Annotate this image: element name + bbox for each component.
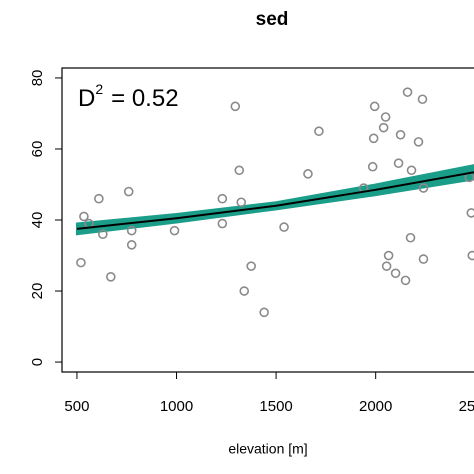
point bbox=[303, 169, 313, 179]
x-tick-label: 2000 bbox=[359, 398, 392, 415]
point bbox=[378, 122, 389, 133]
y-tick-label: 0 bbox=[29, 358, 46, 366]
annotation-base: D bbox=[78, 85, 95, 112]
point bbox=[123, 186, 134, 197]
point bbox=[126, 225, 137, 236]
point bbox=[246, 261, 256, 271]
point bbox=[79, 211, 89, 222]
point bbox=[418, 183, 429, 193]
point bbox=[400, 275, 411, 286]
point bbox=[236, 197, 247, 208]
annotation: D2 = 0.52 bbox=[78, 81, 179, 113]
point bbox=[393, 158, 404, 168]
point bbox=[279, 222, 289, 232]
point bbox=[383, 250, 394, 261]
point bbox=[466, 208, 474, 218]
plot-frame bbox=[61, 67, 474, 373]
point bbox=[239, 286, 250, 296]
point bbox=[405, 232, 416, 243]
x-tick-label: 500 bbox=[64, 398, 89, 415]
point bbox=[368, 133, 379, 144]
point bbox=[390, 268, 401, 279]
annotation-sup: 2 bbox=[95, 81, 103, 97]
point bbox=[395, 129, 406, 140]
point bbox=[467, 250, 474, 261]
chart-title: sed bbox=[256, 9, 289, 30]
point bbox=[402, 87, 413, 97]
point bbox=[406, 165, 417, 176]
point bbox=[217, 193, 228, 204]
point bbox=[76, 257, 86, 268]
point bbox=[217, 218, 228, 229]
point bbox=[234, 165, 245, 176]
point bbox=[230, 101, 241, 112]
point bbox=[381, 261, 392, 271]
point bbox=[417, 94, 428, 105]
point bbox=[169, 225, 180, 236]
point bbox=[105, 272, 116, 282]
y-tick-label: 80 bbox=[29, 70, 46, 87]
fit-line bbox=[76, 171, 474, 230]
y-tick-label: 60 bbox=[29, 141, 46, 158]
confidence-band bbox=[75, 164, 474, 236]
point bbox=[413, 137, 424, 147]
point bbox=[314, 126, 324, 137]
annotation-rest: = 0.52 bbox=[111, 85, 178, 112]
point bbox=[126, 240, 137, 250]
point bbox=[98, 229, 108, 240]
point bbox=[259, 307, 269, 318]
y-tick-label: 20 bbox=[29, 283, 46, 300]
point bbox=[418, 254, 429, 264]
point bbox=[367, 161, 378, 172]
y-tick-label: 40 bbox=[29, 212, 46, 229]
point bbox=[369, 101, 380, 112]
point bbox=[380, 112, 391, 122]
point bbox=[94, 193, 104, 204]
x-axis-label: elevation [m] bbox=[228, 441, 307, 457]
x-tick-label: 1000 bbox=[160, 398, 193, 415]
x-tick-label: 1500 bbox=[259, 398, 292, 415]
